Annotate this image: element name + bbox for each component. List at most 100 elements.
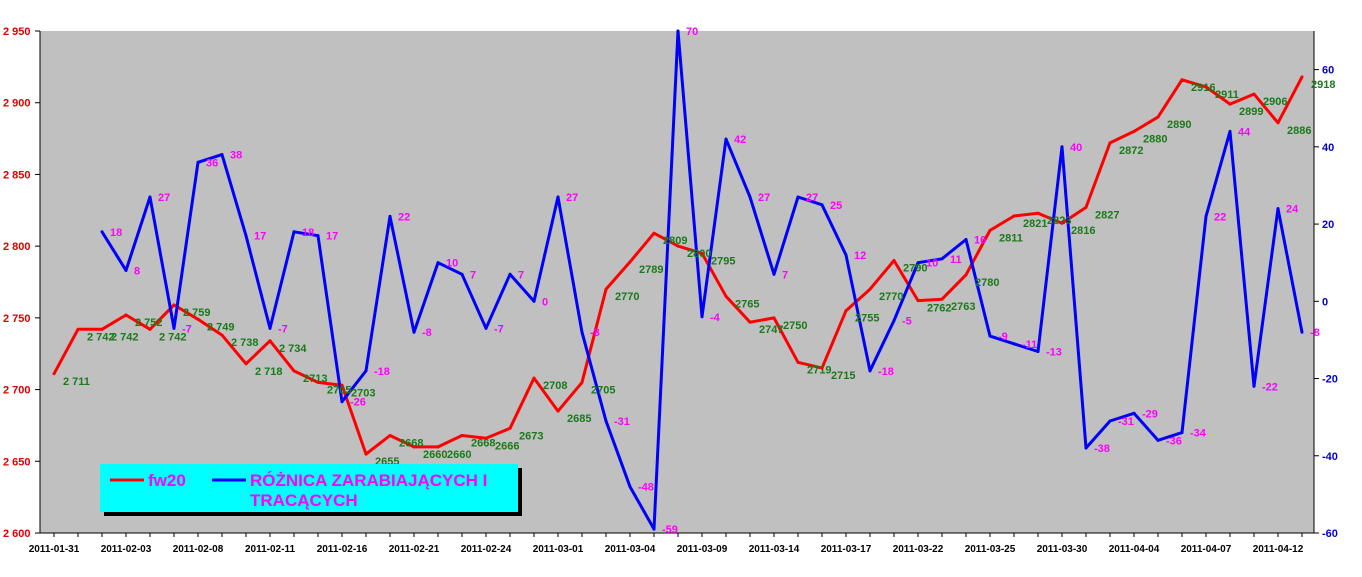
data-point-fw20 [556, 409, 560, 413]
data-point-fw20 [940, 297, 944, 301]
x-tick-label: 2011-04-04 [1109, 544, 1160, 555]
data-label-fw20: 2789 [639, 264, 663, 276]
data-point-fw20 [1036, 211, 1040, 215]
data-point-fw20 [964, 273, 968, 277]
data-label-roznica: -59 [662, 524, 678, 536]
data-point-roznica [1060, 145, 1064, 149]
x-tick-label: 2011-03-14 [749, 544, 800, 555]
data-label-fw20: 2713 [303, 373, 327, 385]
data-label-roznica: 17 [326, 231, 338, 243]
x-tick-label: 2011-04-12 [1253, 544, 1304, 555]
x-tick-label: 2011-01-31 [29, 544, 80, 555]
data-label-fw20: 2750 [783, 320, 807, 332]
data-label-fw20: 2705 [327, 384, 351, 396]
data-label-fw20: 2821 [1023, 218, 1047, 230]
data-point-roznica [148, 195, 152, 199]
data-point-roznica [652, 527, 656, 531]
data-label-roznica: -29 [1142, 408, 1158, 420]
data-point-fw20 [1132, 129, 1136, 133]
data-label-roznica: -8 [590, 327, 600, 339]
data-point-roznica [700, 315, 704, 319]
data-point-fw20 [148, 327, 152, 331]
data-label-fw20: 2660 [423, 449, 447, 461]
data-point-fw20 [844, 309, 848, 313]
data-label-fw20: 2660 [447, 449, 471, 461]
data-point-roznica [1012, 342, 1016, 346]
data-point-fw20 [340, 383, 344, 387]
data-label-roznica: 10 [926, 258, 938, 270]
data-label-fw20: 2673 [519, 430, 543, 442]
data-label-fw20: 2911 [1215, 89, 1239, 101]
x-tick-label: 2011-02-16 [317, 544, 368, 555]
data-point-roznica [1300, 330, 1304, 334]
data-point-roznica [748, 195, 752, 199]
data-label-fw20: 2886 [1287, 125, 1311, 137]
data-point-roznica [436, 261, 440, 265]
data-label-fw20: 2703 [351, 387, 375, 399]
data-point-fw20 [1252, 92, 1256, 96]
data-point-fw20 [1156, 115, 1160, 119]
data-label-fw20: 2 718 [255, 366, 283, 378]
data-point-roznica [124, 268, 128, 272]
data-label-roznica: 10 [446, 258, 458, 270]
data-point-roznica [1084, 446, 1088, 450]
plot-area [40, 31, 1314, 533]
data-point-fw20 [1276, 121, 1280, 125]
data-label-roznica: -18 [374, 366, 390, 378]
data-point-fw20 [1084, 205, 1088, 209]
data-point-roznica [844, 253, 848, 257]
data-label-fw20: 2816 [1071, 225, 1095, 237]
x-tick-label: 2011-03-25 [965, 544, 1016, 555]
data-point-roznica [388, 214, 392, 218]
data-label-roznica: 18 [110, 227, 122, 239]
data-point-fw20 [532, 376, 536, 380]
data-label-roznica: 7 [782, 269, 788, 281]
legend-label-roznica: RÓŻNICA ZARABIAJĄCYCH I TRACĄCYCH [250, 471, 492, 510]
data-point-roznica [364, 369, 368, 373]
data-point-roznica [940, 257, 944, 261]
data-label-fw20: 2770 [879, 291, 903, 303]
legend: fw20 RÓŻNICA ZARABIAJĄCYCH I TRACĄCYCH [100, 464, 522, 516]
data-point-roznica [484, 326, 488, 330]
data-point-fw20 [388, 433, 392, 437]
data-point-roznica [1156, 438, 1160, 442]
x-tick-label: 2011-02-08 [173, 544, 224, 555]
left-tick-label: 2 800 [3, 241, 31, 253]
left-tick-label: 2 900 [3, 98, 31, 110]
data-label-roznica: -9 [998, 331, 1008, 343]
data-label-roznica: 27 [758, 192, 770, 204]
data-label-roznica: -7 [278, 323, 288, 335]
data-point-roznica [796, 195, 800, 199]
data-label-roznica: -34 [1190, 428, 1207, 440]
data-label-roznica: -48 [638, 482, 654, 494]
data-point-fw20 [1060, 221, 1064, 225]
data-label-fw20: 2906 [1263, 96, 1287, 108]
data-point-fw20 [1204, 85, 1208, 89]
data-point-roznica [460, 272, 464, 276]
right-tick-label: -60 [1322, 528, 1338, 540]
data-point-fw20 [748, 320, 752, 324]
data-point-roznica [316, 234, 320, 238]
data-point-roznica [1276, 207, 1280, 211]
data-point-roznica [724, 137, 728, 141]
data-label-roznica: 25 [830, 200, 842, 212]
data-point-fw20 [988, 228, 992, 232]
data-point-fw20 [100, 327, 104, 331]
data-label-roznica: 24 [1286, 204, 1299, 216]
data-point-fw20 [76, 327, 80, 331]
data-point-roznica [1132, 411, 1136, 415]
data-point-fw20 [52, 372, 56, 376]
data-label-roznica: 22 [398, 211, 410, 223]
data-point-roznica [532, 299, 536, 303]
data-label-roznica: 27 [158, 192, 170, 204]
data-label-fw20: 2918 [1311, 79, 1335, 91]
data-label-fw20: 2827 [1095, 209, 1119, 221]
x-tick-label: 2011-03-01 [533, 544, 584, 555]
data-point-fw20 [124, 313, 128, 317]
right-tick-label: 20 [1322, 219, 1334, 231]
left-tick-label: 2 600 [3, 528, 31, 540]
data-point-roznica [1252, 384, 1256, 388]
data-label-fw20: 2 742 [87, 331, 115, 343]
data-label-fw20: 2770 [615, 291, 639, 303]
